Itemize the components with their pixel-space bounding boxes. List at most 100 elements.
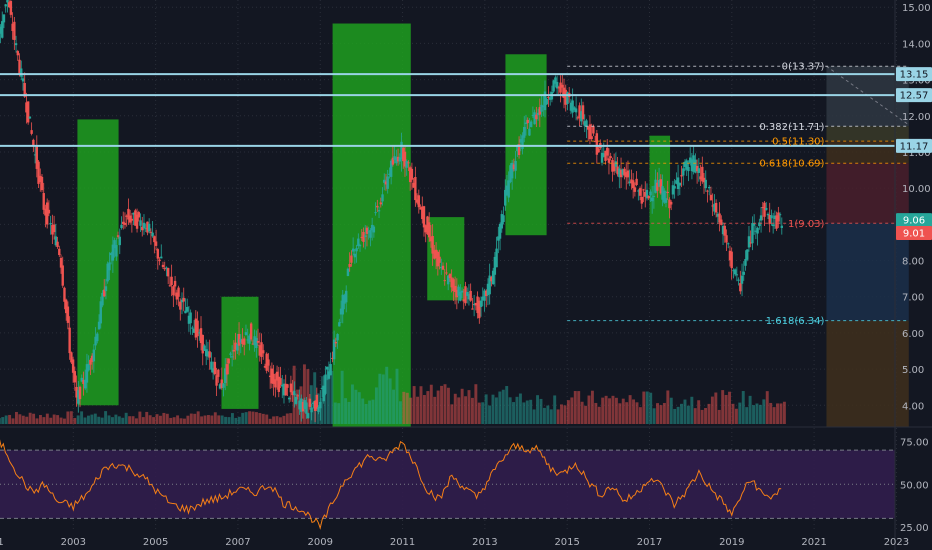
candle-body — [559, 82, 562, 93]
volume-bar — [11, 418, 15, 424]
candle-body — [146, 221, 149, 233]
candle-body — [626, 170, 630, 178]
candle-body — [509, 165, 512, 183]
volume-bar — [272, 416, 276, 424]
candle-body — [524, 122, 528, 124]
volume-bar — [632, 399, 636, 424]
candle-body — [77, 390, 80, 404]
candle-body — [279, 378, 282, 385]
volume-bar — [145, 411, 149, 424]
candle-body — [343, 295, 346, 304]
volume-bar — [172, 417, 176, 424]
volume-bar — [556, 409, 560, 424]
fibonacci-levels[interactable]: 0(13.37) 0.382(11.71) 0.5(11.30) 0.618(10.6… — [567, 62, 909, 327]
candle-body — [483, 290, 486, 301]
candle-body — [13, 21, 16, 40]
volume-bar — [597, 406, 601, 424]
volume-bar — [350, 384, 354, 424]
volume-bar — [409, 397, 413, 424]
candle-body — [514, 160, 517, 171]
horizontal-lines[interactable] — [0, 73, 895, 147]
candle-body — [585, 120, 588, 127]
candle-body — [134, 210, 137, 226]
price-axis-tick-label: 14.00 — [902, 39, 931, 50]
candle-body — [158, 259, 161, 262]
candle-body — [383, 179, 386, 183]
volume-bar — [621, 398, 625, 424]
candle-body — [633, 187, 637, 192]
candle-body — [141, 226, 144, 231]
candle-body — [127, 208, 130, 220]
candle-body — [122, 221, 125, 225]
candle-body — [725, 235, 728, 243]
candle-body — [104, 286, 108, 292]
fibonacci-level-label: 0.5(11.30) — [772, 137, 824, 148]
candle-body — [291, 391, 294, 396]
highlight-box[interactable] — [427, 217, 465, 301]
candle-body — [64, 299, 68, 314]
volume-bar — [196, 411, 200, 424]
highlight-box[interactable] — [505, 54, 547, 236]
candle-body — [727, 243, 730, 245]
candle-body — [182, 297, 185, 302]
volume-bar — [724, 394, 728, 424]
candle-body — [293, 390, 296, 396]
highlight-boxes[interactable] — [77, 23, 671, 428]
candle-body — [153, 236, 156, 243]
volume-bar — [158, 415, 162, 424]
rsi-line — [0, 439, 782, 530]
candle-body — [588, 124, 592, 140]
candle-body — [23, 83, 26, 97]
volume-bar — [697, 400, 701, 424]
candle-body — [440, 266, 443, 269]
candle-body — [765, 207, 768, 210]
highlight-box[interactable] — [77, 119, 119, 406]
volume-bar — [234, 417, 238, 424]
volume-bar — [539, 398, 543, 424]
candle-body — [51, 225, 54, 235]
volume-bar — [422, 395, 426, 424]
candle-body — [224, 368, 227, 384]
volume-bar — [690, 396, 694, 424]
volume-bar — [388, 378, 392, 424]
candle-body — [275, 371, 279, 381]
volume-bar — [76, 415, 80, 424]
volume-bar — [323, 376, 327, 424]
volume-bar — [361, 398, 365, 424]
volume-bar — [501, 389, 505, 424]
price-candles — [0, 0, 784, 423]
candle-body — [410, 168, 414, 180]
volume-bar — [714, 392, 718, 424]
candle-body — [471, 308, 474, 310]
volume-bar — [769, 402, 773, 424]
volume-bar — [416, 396, 420, 424]
volume-bar — [213, 412, 217, 424]
volume-bar — [518, 393, 522, 424]
candle-body — [84, 379, 87, 389]
candle-body — [168, 285, 172, 287]
candle-body — [229, 353, 232, 355]
candle-body — [106, 263, 109, 282]
candle-body — [149, 231, 153, 233]
volume-bar — [765, 391, 769, 424]
price-label-text: 13.15 — [900, 70, 929, 81]
price-label: 9.01 — [896, 225, 932, 240]
candle-body — [16, 51, 19, 56]
candle-body — [301, 401, 305, 412]
volume-bar — [107, 415, 111, 424]
candle-body — [125, 215, 128, 217]
volume-bars — [0, 364, 786, 424]
volume-bar — [176, 415, 180, 424]
volume-bar — [131, 416, 135, 424]
candle-body — [523, 126, 526, 138]
volume-bar — [628, 395, 632, 424]
candle-body — [187, 315, 191, 324]
candle-body — [664, 198, 668, 203]
highlight-box[interactable] — [221, 296, 259, 409]
candle-body — [422, 206, 426, 228]
time-axis[interactable]: 2001 2003 2005 2007 2009 2011 2013 2015 2017 2019… — [0, 537, 909, 548]
candle-body — [248, 335, 251, 344]
candle-body — [606, 147, 609, 156]
candle-body — [175, 292, 179, 300]
